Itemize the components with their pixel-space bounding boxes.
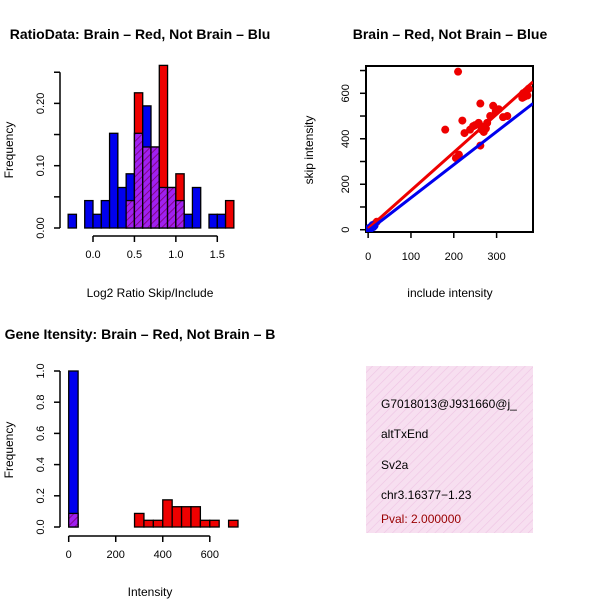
y-tick-label: 200: [340, 175, 352, 193]
brain-point: [441, 125, 450, 134]
not-brain-bar: [100, 199, 111, 229]
y-tick-label: 1.0: [35, 363, 47, 378]
not-brain-fit-line: [367, 102, 533, 232]
y-tick-label: 0.6: [35, 426, 47, 441]
intensity-hist-bars: [68, 370, 239, 528]
info-line-gene: Sv2a: [381, 458, 409, 472]
info-panel: G7018013@J931660@j_ altTxEnd Sv2a chr3.1…: [366, 366, 533, 533]
brain-point: [458, 116, 467, 125]
y-tick-label: 600: [340, 84, 352, 102]
scatter-ylabel: skip intensity: [302, 116, 316, 185]
y-tick-label: 0.10: [35, 155, 47, 176]
brain-point: [454, 67, 463, 76]
not-brain-bar: [68, 370, 79, 528]
overlap-bar: [158, 186, 169, 229]
ratio-histogram: RatioData: Brain – Red, Not Brain – Blu …: [2, 26, 270, 300]
info-line-event-id: G7018013@J931660@j_: [381, 397, 517, 411]
info-line-event-type: altTxEnd: [381, 427, 428, 441]
not-brain-bar: [67, 213, 78, 229]
overlap-bar: [150, 146, 160, 229]
not-brain-bar: [216, 213, 227, 229]
brain-bar: [190, 506, 202, 528]
scatter-plot-frame: [365, 65, 534, 233]
brain-point: [476, 99, 485, 108]
ratio-hist-xlabel: Log2 Ratio Skip/Include: [87, 286, 214, 300]
intensity-hist-axes: 0 200 400 600 0.0 0.2 0.4 0.6 0.8 1.0: [35, 363, 219, 561]
brain-bar: [209, 519, 220, 528]
x-tick-label: 0.5: [127, 249, 142, 261]
not-brain-bar: [117, 186, 127, 229]
brain-bar: [224, 199, 235, 229]
brain-point: [503, 112, 512, 121]
brain-bar: [180, 506, 192, 528]
overlap-bar: [175, 199, 185, 229]
x-tick-label: 0: [66, 549, 72, 561]
brain-bar: [171, 506, 183, 528]
x-tick-label: 200: [445, 251, 463, 263]
y-tick-label: 0.20: [35, 93, 47, 114]
overlap-bar: [142, 146, 152, 229]
intensity-hist-ylabel: Frequency: [2, 422, 16, 479]
x-tick-label: 400: [154, 549, 172, 561]
info-line-locus: chr3.16377−1.23: [381, 488, 472, 502]
intensity-histogram: Gene Itensity: Brain – Red, Not Brain – …: [2, 326, 275, 599]
y-tick-label: 400: [340, 130, 352, 148]
x-tick-label: 0.0: [85, 249, 100, 261]
x-tick-label: 300: [487, 251, 505, 263]
brain-bar: [162, 499, 173, 528]
not-brain-bar: [183, 213, 194, 229]
brain-fit-line: [367, 80, 533, 230]
x-tick-label: 0: [365, 251, 371, 263]
y-tick-label: 0: [340, 227, 352, 233]
y-tick-label: 0.4: [35, 457, 47, 472]
x-tick-label: 600: [201, 549, 219, 561]
not-brain-bar: [191, 186, 202, 229]
overlap-bar: [166, 186, 177, 229]
intensity-scatter: Brain – Red, Not Brain – Blue include in…: [302, 26, 547, 300]
scatter-title: Brain – Red, Not Brain – Blue: [353, 26, 548, 42]
brain-bar: [199, 519, 211, 528]
ratio-hist-bars: [67, 64, 235, 229]
brain-bar: [133, 512, 145, 528]
y-tick-label: 0.0: [35, 519, 47, 534]
intensity-hist-xlabel: Intensity: [128, 585, 173, 599]
intensity-hist-title: Gene Itensity: Brain – Red, Not Brain – …: [5, 326, 276, 342]
overlap-bar: [125, 199, 136, 229]
ratio-hist-axes: 0.0 0.5 1.0 1.5 0.00 0.10 0.20: [35, 71, 225, 261]
overlap-bar: [133, 132, 144, 229]
x-tick-label: 200: [107, 549, 125, 561]
y-tick-label: 0.8: [35, 395, 47, 410]
scatter-marks: [366, 67, 533, 232]
brain-bar: [143, 519, 155, 528]
brain-point: [454, 150, 463, 159]
not-brain-bar: [108, 132, 119, 229]
scatter-xlabel: include intensity: [407, 286, 492, 300]
scatter-clip-group: [366, 67, 533, 232]
not-brain-bar: [92, 213, 102, 229]
brain-point: [523, 91, 532, 100]
y-tick-label: 0.2: [35, 488, 47, 503]
info-pval: Pval: 2.000000: [381, 512, 461, 526]
y-tick-label: 0.00: [35, 217, 47, 238]
scatter-axes: 0 100 200 300 0 200 400 600: [340, 69, 506, 263]
x-tick-label: 1.5: [210, 249, 225, 261]
info-panel-background: [366, 366, 533, 533]
overlap-bar: [68, 512, 79, 528]
not-brain-bar: [84, 199, 94, 229]
x-tick-label: 100: [402, 251, 420, 263]
brain-bar: [227, 519, 239, 528]
not-brain-bar: [208, 213, 218, 229]
x-tick-label: 1.0: [168, 249, 183, 261]
brain-bar: [152, 519, 164, 528]
ratio-hist-ylabel: Frequency: [2, 122, 16, 179]
ratio-hist-title: RatioData: Brain – Red, Not Brain – Blu: [10, 26, 271, 42]
